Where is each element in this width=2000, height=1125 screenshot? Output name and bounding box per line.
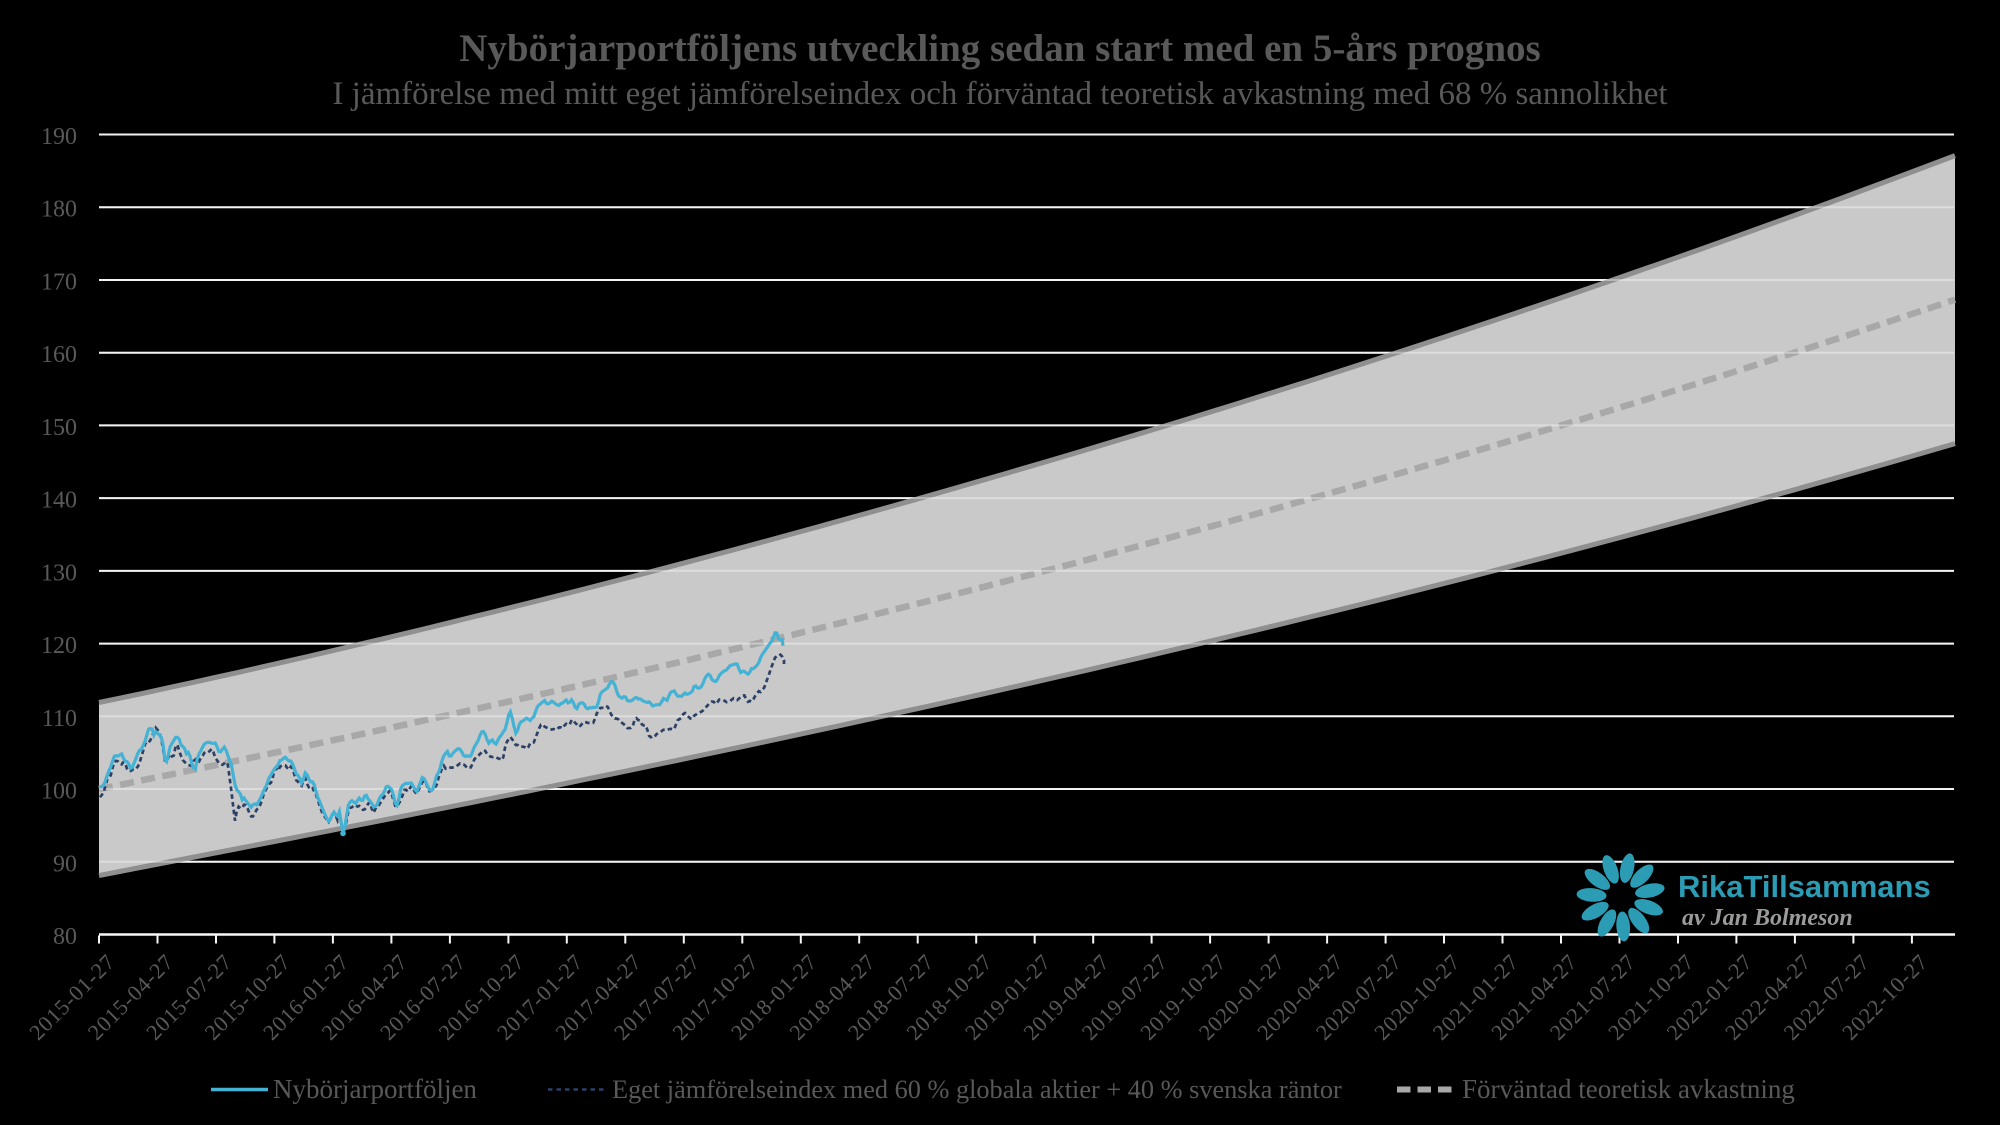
svg-text:80: 80 — [53, 924, 77, 950]
svg-text:Eget jämförelseindex med 60 %: Eget jämförelseindex med 60 % globala ak… — [612, 1075, 1342, 1104]
svg-text:Nybörjarportföljens utveckling: Nybörjarportföljens utveckling sedan sta… — [459, 27, 1541, 70]
svg-text:180: 180 — [41, 197, 77, 223]
svg-text:140: 140 — [41, 488, 77, 514]
svg-text:Nybörjarportföljen: Nybörjarportföljen — [273, 1074, 477, 1104]
svg-text:I jämförelse med mitt eget jäm: I jämförelse med mitt eget jämförelseind… — [332, 76, 1667, 112]
svg-text:Förväntad teoretisk avkastning: Förväntad teoretisk avkastning — [1462, 1074, 1795, 1104]
svg-text:190: 190 — [41, 124, 77, 150]
svg-text:RikaTillsammans: RikaTillsammans — [1678, 869, 1931, 904]
svg-text:110: 110 — [42, 706, 77, 732]
svg-text:130: 130 — [41, 560, 77, 586]
svg-text:av Jan Bolmeson: av Jan Bolmeson — [1682, 905, 1853, 931]
svg-text:120: 120 — [41, 633, 77, 659]
svg-text:170: 170 — [41, 270, 77, 296]
svg-text:90: 90 — [53, 851, 77, 877]
svg-text:150: 150 — [41, 415, 77, 441]
svg-text:100: 100 — [41, 779, 77, 805]
svg-text:160: 160 — [41, 342, 77, 368]
